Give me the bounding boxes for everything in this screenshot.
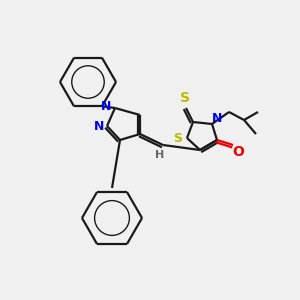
Text: N: N bbox=[212, 112, 222, 125]
Text: S: S bbox=[173, 133, 182, 146]
Text: H: H bbox=[155, 150, 165, 160]
Text: O: O bbox=[232, 145, 244, 159]
Text: N: N bbox=[101, 100, 111, 113]
Text: S: S bbox=[180, 91, 190, 105]
Text: N: N bbox=[94, 119, 104, 133]
